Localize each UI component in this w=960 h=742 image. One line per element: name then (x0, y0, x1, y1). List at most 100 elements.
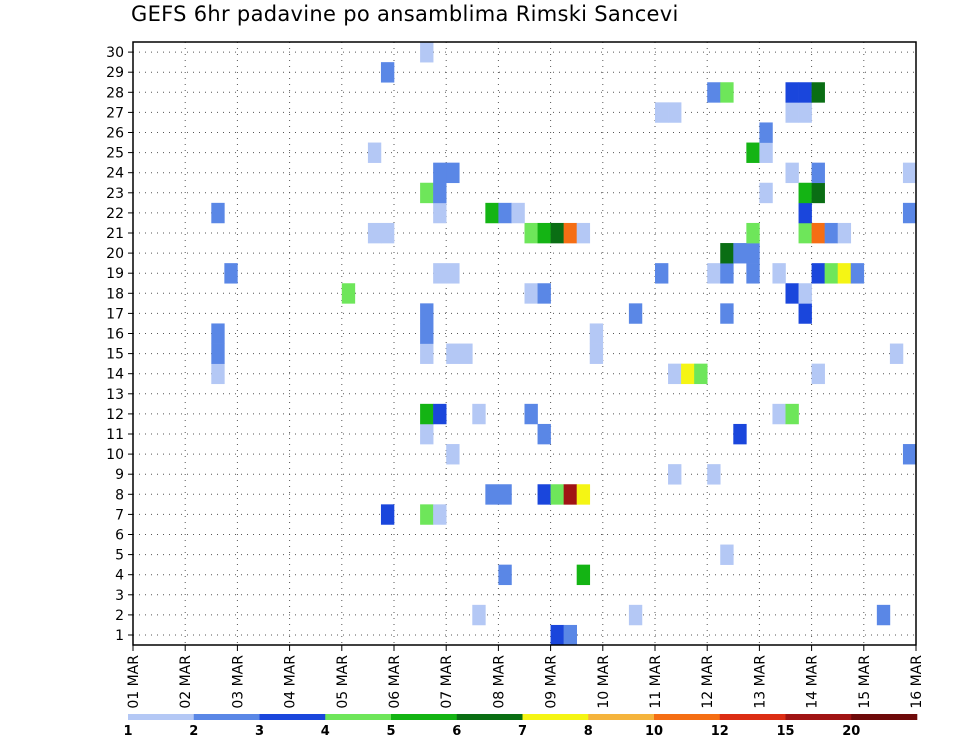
y-tick-label: 6 (115, 528, 124, 544)
colorbar-swatch (456, 714, 523, 720)
heatmap-cell (380, 222, 395, 244)
heatmap-cell (380, 504, 395, 525)
y-tick-label: 8 (115, 487, 124, 503)
heatmap-cell (733, 423, 747, 445)
heatmap-cell (628, 604, 643, 626)
heatmap-cell (576, 564, 591, 586)
colorbar-label: 15 (776, 724, 794, 739)
heatmap-cell (824, 222, 838, 244)
colorbar-label: 12 (711, 724, 729, 739)
heatmap-cell (433, 202, 447, 224)
heatmap-cell (420, 182, 434, 204)
heatmap-cell (550, 484, 564, 505)
y-tick-label: 25 (106, 146, 124, 162)
heatmap-cell (433, 162, 447, 184)
heatmap-cell (720, 303, 734, 324)
heatmap-cell (211, 323, 225, 344)
colorbar-label: 3 (255, 724, 264, 739)
colorbar-swatch (259, 714, 326, 720)
colorbar: 1 2 3 4 5 6 7 8 10 12 15 20 (123, 714, 918, 739)
y-tick-label: 23 (106, 186, 124, 202)
plot-border (132, 41, 917, 646)
heatmap-cell (472, 604, 486, 626)
heatmap-cell (485, 202, 499, 224)
heatmap-cell (811, 263, 825, 284)
heatmap-cell (550, 222, 564, 244)
y-tick-label: 5 (115, 548, 124, 564)
heatmap-cell (720, 263, 734, 284)
x-tick-label: 11 MAR (648, 655, 664, 709)
heatmap-cell (524, 222, 538, 244)
heatmap-cell (433, 504, 447, 525)
y-tick-label: 3 (115, 588, 124, 604)
heatmap-cell (433, 263, 447, 284)
heatmap-cell (472, 403, 486, 425)
x-tick-label: 01 MAR (126, 655, 142, 709)
heatmap-cell (746, 243, 760, 264)
heatmap-cell (537, 423, 551, 445)
heatmap-cell (420, 343, 434, 364)
heatmap-cell (746, 263, 760, 284)
heatmap-cell (498, 484, 512, 505)
x-tick-label: 07 MAR (439, 655, 455, 709)
heatmap-cell (772, 403, 786, 425)
y-tick-label: 13 (106, 387, 124, 403)
heatmap-cell (811, 162, 825, 184)
heatmap-cell (211, 202, 225, 224)
heatmap-cell (446, 343, 460, 364)
heatmap-cell (889, 343, 904, 364)
colorbar-label: 1 (123, 724, 132, 739)
heatmap-cell (902, 162, 917, 184)
colorbar-label: 6 (452, 724, 461, 739)
x-tick-label: 16 MAR (909, 655, 925, 709)
heatmap-cell (420, 504, 434, 525)
y-tick-label: 19 (106, 266, 124, 282)
heatmap-cell (446, 444, 460, 465)
y-tick-label: 4 (115, 568, 124, 584)
x-tick-label: 09 MAR (544, 655, 560, 709)
heatmap-cell (341, 283, 356, 304)
heatmap-cell (707, 263, 721, 284)
heatmap-cell (811, 182, 825, 204)
x-tick-label: 06 MAR (387, 655, 403, 709)
heatmap-cell (498, 564, 512, 586)
y-tick-label: 17 (106, 306, 124, 322)
x-tick-label: 14 MAR (805, 655, 821, 709)
x-tick-label: 02 MAR (178, 655, 194, 709)
y-tick-label: 2 (115, 608, 124, 624)
heatmap-cell (785, 283, 799, 304)
heatmap-cell (759, 142, 773, 163)
y-tick-label: 7 (115, 507, 124, 523)
heatmap-cell (902, 444, 917, 465)
y-tick-label: 21 (106, 226, 124, 242)
y-tick-label: 1 (115, 628, 124, 644)
y-axis: 1234567891011121314151617181920212223242… (106, 45, 133, 644)
heatmap-cell (785, 82, 799, 103)
heatmap-cell (537, 484, 551, 505)
y-tick-label: 28 (106, 85, 124, 101)
colorbar-swatch (522, 714, 589, 720)
chart-title: GEFS 6hr padavine po ansamblima Rimski S… (131, 2, 679, 26)
heatmap-cell (798, 202, 812, 224)
heatmap-cell (433, 182, 447, 204)
heatmap-cell (628, 303, 643, 324)
y-tick-label: 27 (106, 105, 124, 121)
heatmap-cell (459, 343, 473, 364)
colorbar-swatch (193, 714, 260, 720)
heatmap-cell (720, 82, 734, 103)
heatmap-cell (837, 222, 852, 244)
colorbar-swatch (325, 714, 392, 720)
colorbar-swatch (588, 714, 655, 720)
heatmap-cell (785, 403, 799, 425)
y-tick-label: 18 (106, 286, 124, 302)
heatmap-cell (655, 102, 669, 123)
colorbar-swatch (128, 714, 195, 720)
heatmap-cell (485, 484, 499, 505)
heatmap-cell (707, 82, 721, 103)
x-tick-label: 08 MAR (491, 655, 507, 709)
x-tick-label: 04 MAR (283, 655, 299, 709)
heatmap-cell (589, 343, 604, 364)
heatmap-cell (511, 202, 525, 224)
heatmap-cell (420, 403, 434, 425)
